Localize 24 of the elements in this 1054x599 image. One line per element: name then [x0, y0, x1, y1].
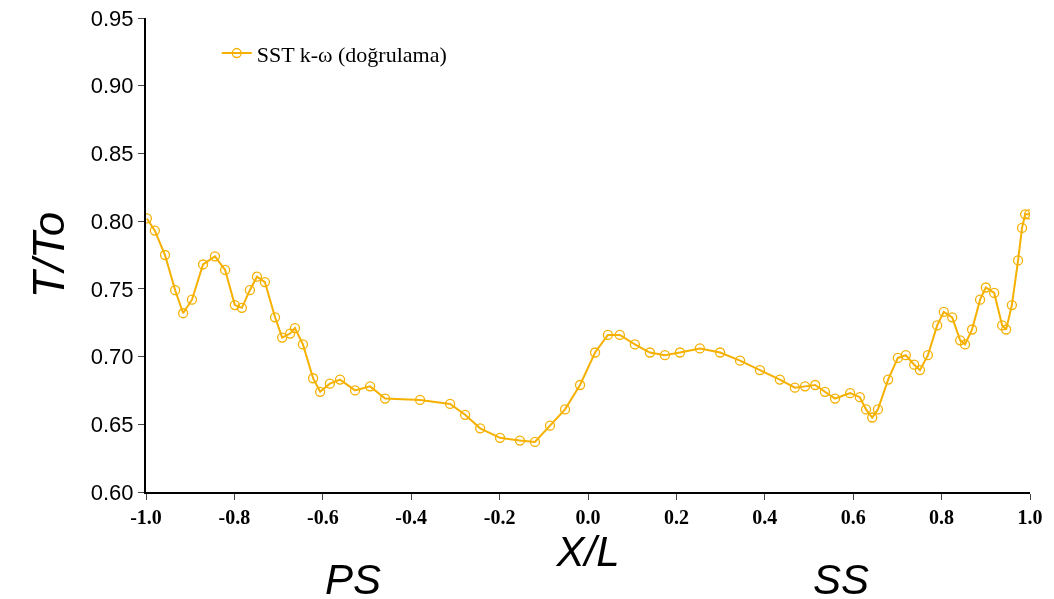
text: PS	[325, 556, 382, 599]
y-axis-title: T/To	[24, 211, 74, 299]
y-tick-label: 0.85	[90, 141, 134, 167]
x-tick-label: 0.2	[663, 506, 689, 528]
y-tick-label: 0.70	[90, 344, 134, 370]
y-tick-label: 0.95	[90, 5, 134, 31]
x-tick-label: 1.0	[1017, 506, 1043, 528]
x-tick-label: 0.0	[575, 506, 601, 528]
text: SS	[813, 556, 870, 599]
x-tick-label: 0.8	[929, 506, 955, 528]
y-tick-label: 0.80	[90, 208, 134, 234]
x-tick-label: 0.6	[840, 506, 866, 528]
x-axis-title: X/L	[555, 528, 620, 575]
y-tick-label: 0.90	[90, 73, 134, 99]
y-tick-label: 0.75	[90, 276, 134, 302]
x-tick-label: -1.0	[130, 506, 162, 528]
x-tick-label: -0.8	[218, 506, 251, 528]
x-tick-label: 0.4	[752, 506, 778, 528]
x-tick-label: -0.4	[395, 506, 428, 528]
x-tick-label: -0.2	[483, 506, 516, 528]
x-tick-label: -0.6	[306, 506, 339, 528]
y-tick-label: 0.60	[90, 479, 134, 505]
legend-label: SST k-ω (doğrulama)	[256, 41, 447, 67]
y-tick-label: 0.65	[90, 411, 134, 437]
